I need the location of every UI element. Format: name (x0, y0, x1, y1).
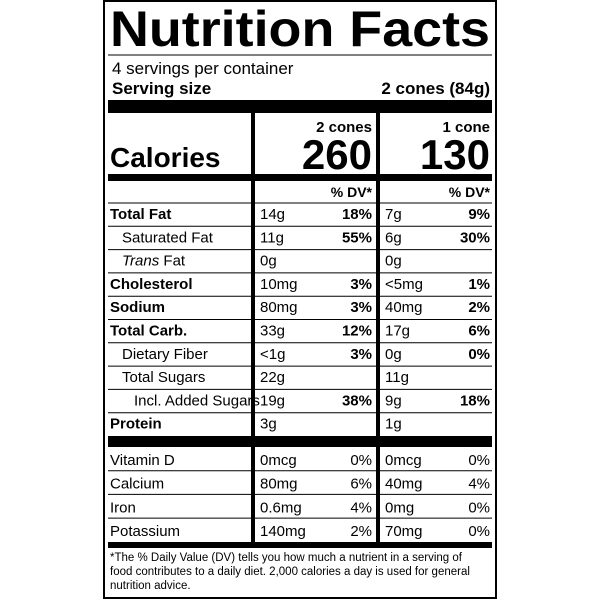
nutrient-name: Incl. Added Sugars (134, 392, 260, 409)
daily-value: 0% (468, 499, 490, 516)
daily-value: 3% (350, 299, 372, 316)
amount: 7g (385, 206, 402, 223)
vitamin-name: Iron (110, 499, 136, 516)
amount: 40mg (385, 476, 423, 493)
amount: 80mg (260, 299, 298, 316)
amount: 0g (260, 253, 277, 270)
daily-value: 6% (350, 476, 372, 493)
amount: 0mg (385, 499, 414, 516)
amount: 140mg (260, 523, 306, 540)
dv-header: % DV* (449, 184, 491, 200)
daily-value: 0% (350, 452, 372, 469)
nutrient-name-text: Total Carb. (110, 323, 187, 340)
nutrient-name-text: Total Fat (110, 206, 171, 223)
nutrient-name-text: Sodium (110, 299, 165, 316)
daily-value: 55% (342, 229, 372, 246)
dv-header: % DV* (331, 184, 373, 200)
daily-value: 3% (350, 346, 372, 363)
footnote-line: food contributes to a daily diet. 2,000 … (110, 566, 470, 578)
amount: 11g (260, 229, 284, 246)
thick-bar (108, 436, 492, 447)
nutrient-name: Sodium (110, 299, 165, 316)
nutrient-name: Trans Fat (122, 253, 186, 270)
amount: 3g (260, 416, 277, 433)
nutrient-name-text: Saturated Fat (122, 229, 214, 246)
column-label: 2 cones (316, 119, 372, 136)
amount: 17g (385, 323, 410, 340)
daily-value: 18% (342, 206, 372, 223)
nutrient-name-italic: Trans (122, 253, 160, 270)
amount: 0mcg (385, 452, 422, 469)
daily-value: 2% (350, 523, 372, 540)
nutrient-name-rest: Fat (159, 253, 186, 270)
column-divider (251, 113, 255, 542)
nutrient-name-text: Incl. Added Sugars (134, 392, 260, 409)
daily-value: 9% (468, 206, 490, 223)
nutrient-name-text: Cholesterol (110, 276, 193, 293)
title: Nutrition Facts (110, 1, 490, 57)
daily-value: 4% (350, 499, 372, 516)
nutrient-name-text: Dietary Fiber (122, 346, 208, 363)
thick-bar (108, 100, 492, 113)
amount: 14g (260, 206, 285, 223)
amount: 70mg (385, 523, 423, 540)
column-label: 1 cone (442, 119, 490, 136)
calories-label: Calories (110, 142, 221, 173)
amount: 22g (260, 369, 285, 386)
daily-value: 4% (468, 476, 490, 493)
daily-value: 0% (468, 452, 490, 469)
vitamin-name: Calcium (110, 476, 164, 493)
amount: 0g (385, 253, 402, 270)
amount: <5mg (385, 276, 423, 293)
daily-value: 6% (468, 323, 490, 340)
amount: 0mcg (260, 452, 297, 469)
nutrient-name-text: Total Sugars (122, 369, 205, 386)
serving-size-value: 2 cones (84g) (381, 79, 490, 98)
footnote-line: nutrition advice. (110, 580, 191, 592)
daily-value: 0% (468, 523, 490, 540)
amount: 19g (260, 392, 285, 409)
vitamin-name: Potassium (110, 523, 180, 540)
daily-value: 12% (342, 323, 372, 340)
amount: 1g (385, 416, 402, 433)
thick-bar (108, 542, 492, 548)
amount: 40mg (385, 299, 423, 316)
thick-bar (108, 174, 492, 181)
amount: 10mg (260, 276, 298, 293)
column-divider (376, 113, 380, 542)
nutrient-name: Cholesterol (110, 276, 193, 293)
amount: 80mg (260, 476, 298, 493)
nutrient-name: Total Carb. (110, 323, 187, 340)
amount: 0g (385, 346, 402, 363)
daily-value: 2% (468, 299, 490, 316)
amount: 6g (385, 229, 402, 246)
amount: <1g (260, 346, 285, 363)
calories-value: 130 (420, 131, 490, 178)
calories-value: 260 (302, 131, 372, 178)
daily-value: 0% (468, 346, 490, 363)
amount: 33g (260, 323, 285, 340)
serving-size-label: Serving size (112, 79, 211, 98)
nutrient-name: Protein (110, 416, 162, 433)
daily-value: 18% (460, 392, 490, 409)
amount: 11g (385, 369, 409, 386)
footnote-line: *The % Daily Value (DV) tells you how mu… (110, 552, 463, 564)
daily-value: 3% (350, 276, 372, 293)
nutrient-name: Dietary Fiber (122, 346, 208, 363)
daily-value: 30% (460, 229, 490, 246)
amount: 9g (385, 392, 402, 409)
nutrient-name-text: Protein (110, 416, 162, 433)
vitamin-name: Vitamin D (110, 452, 175, 469)
nutrient-name: Total Fat (110, 206, 171, 223)
daily-value: 1% (468, 276, 490, 293)
amount: 0.6mg (260, 499, 302, 516)
nutrient-name: Total Sugars (122, 369, 205, 386)
nutrient-name: Saturated Fat (122, 229, 214, 246)
daily-value: 38% (342, 392, 372, 409)
servings: 4 servings per container (112, 59, 294, 78)
